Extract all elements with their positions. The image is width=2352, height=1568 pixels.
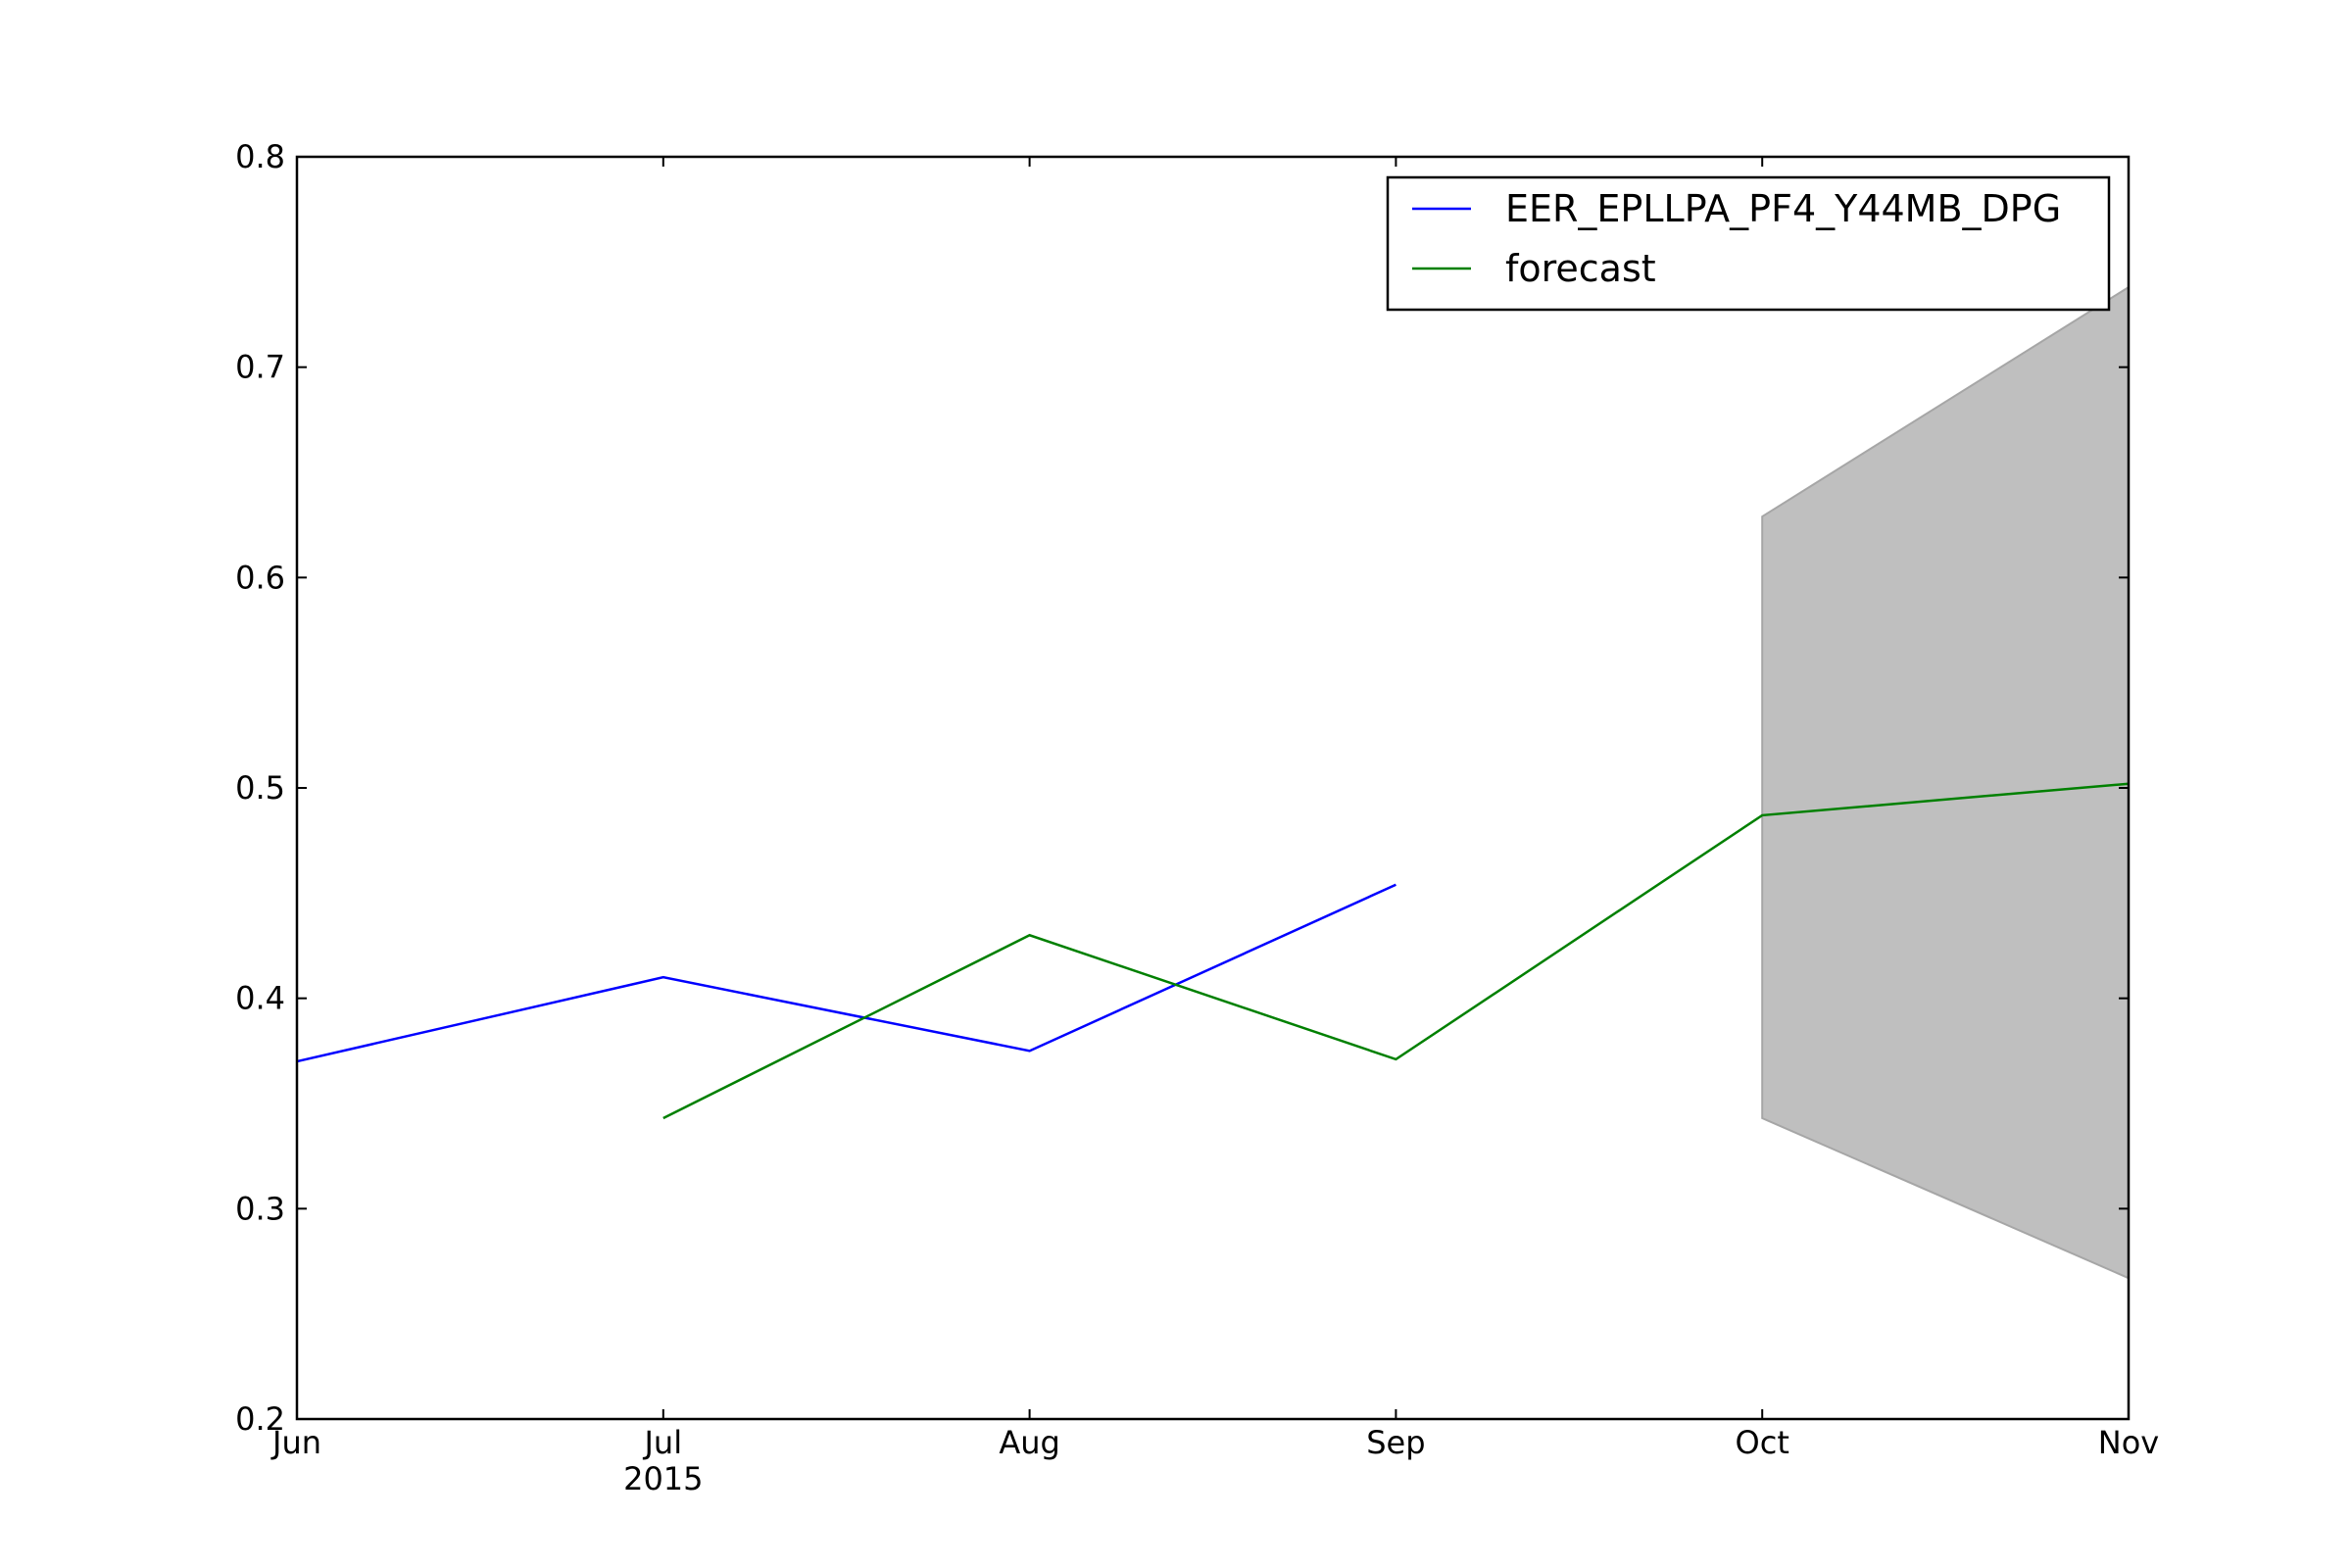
y-tick-label: 0.7 <box>235 349 285 386</box>
y-tick-label: 0.8 <box>235 138 285 175</box>
x-tick-label: Jul <box>642 1424 682 1461</box>
confidence-band-layer <box>1761 285 2130 1280</box>
x-year-label: 2015 <box>623 1460 703 1497</box>
series-layer <box>296 782 2130 1120</box>
y-axis: 0.2 0.3 0.4 0.5 0.6 0.7 0.8 <box>235 138 2129 1438</box>
x-tick-label: Aug <box>999 1424 1059 1461</box>
series-line-2 <box>662 782 2130 1120</box>
legend-box <box>1386 175 2111 312</box>
forecast-confidence-band <box>1761 285 2130 1280</box>
x-tick-label: Jun <box>270 1424 321 1461</box>
series-line-1 <box>296 883 1396 1063</box>
y-tick-label: 0.3 <box>235 1190 285 1227</box>
x-tick-label: Nov <box>2098 1424 2159 1461</box>
y-tick-label: 0.6 <box>235 559 285 596</box>
x-axis: Jun Jul Aug Sep Oct Nov <box>270 157 2159 1461</box>
legend-label-series-1: EER_EPLLPA_PF4_Y44MB_DPG <box>1505 187 2061 230</box>
y-tick-label: 0.2 <box>235 1400 285 1438</box>
y-tick-label: 0.5 <box>235 769 285 807</box>
legend: EER_EPLLPA_PF4_Y44MB_DPG forecast <box>1386 175 2111 312</box>
x-tick-label: Oct <box>1736 1424 1789 1461</box>
y-tick-label: 0.4 <box>235 980 285 1017</box>
x-tick-label: Sep <box>1366 1424 1425 1461</box>
legend-label-forecast: forecast <box>1505 247 1656 290</box>
